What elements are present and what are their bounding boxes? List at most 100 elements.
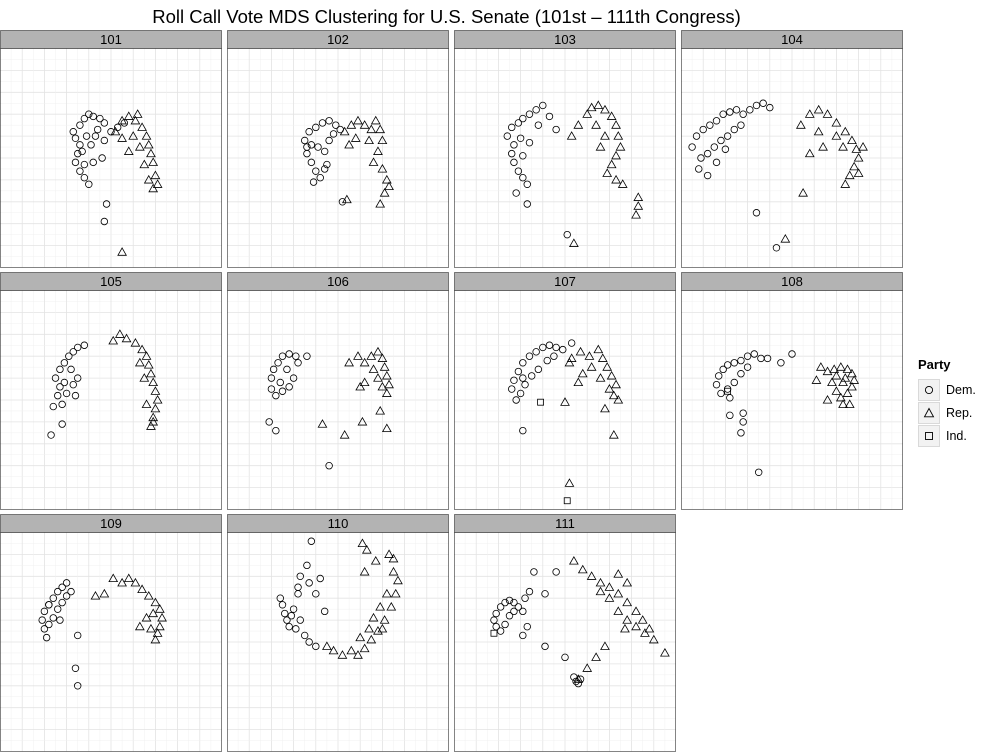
point-rep: [847, 368, 857, 378]
point-dem: [752, 101, 761, 110]
point-rep: [141, 131, 152, 140]
point-rep: [368, 364, 379, 373]
point-rep: [386, 601, 397, 611]
point-rep: [150, 386, 161, 395]
point-rep: [831, 117, 842, 127]
point-rep: [835, 362, 846, 371]
point-dem: [521, 594, 529, 602]
point-rep: [384, 549, 394, 558]
point-rep: [366, 634, 377, 644]
point-rep: [838, 377, 848, 387]
point-dem: [512, 396, 520, 404]
point-rep: [568, 555, 579, 565]
point-rep: [373, 626, 383, 635]
point-dem: [289, 374, 298, 382]
point-rep: [114, 329, 125, 338]
point-dem: [512, 189, 520, 197]
point-dem: [732, 106, 741, 114]
point-rep: [637, 615, 648, 624]
point-rep: [613, 588, 624, 598]
point-dem: [102, 200, 111, 208]
facet-strip-label: 108: [781, 274, 803, 289]
point-rep: [384, 379, 394, 389]
point-rep: [586, 102, 597, 112]
point-ind: [537, 398, 544, 406]
point-rep: [152, 394, 163, 404]
legend-item-ind: Ind.: [918, 424, 998, 447]
point-rep: [143, 139, 154, 149]
point-dem: [278, 352, 287, 360]
point-rep: [586, 571, 597, 580]
point-dem: [510, 598, 518, 607]
point-dem: [699, 125, 707, 134]
legend-item-dem: Dem.: [918, 378, 998, 401]
point-dem: [519, 114, 527, 123]
point-dem: [71, 664, 80, 672]
point-dem: [73, 149, 82, 158]
point-dem: [719, 110, 727, 118]
point-rep: [346, 120, 357, 129]
point-rep: [611, 120, 621, 129]
panel-grid: [681, 290, 903, 510]
point-rep: [148, 183, 159, 193]
point-rep: [366, 124, 377, 134]
point-dem: [45, 601, 53, 609]
point-ind: [490, 629, 498, 637]
point-dem: [721, 145, 730, 153]
point-dem: [76, 141, 84, 149]
point-dem: [320, 165, 329, 173]
point-dem: [269, 365, 278, 374]
point-rep: [339, 430, 350, 439]
point-rep: [840, 126, 851, 136]
point-dem: [305, 638, 313, 646]
point-dem: [285, 383, 293, 391]
point-dem: [525, 352, 534, 360]
point-dem: [312, 590, 320, 598]
point-rep: [842, 364, 853, 373]
point-rep: [141, 612, 152, 622]
point-dem: [519, 359, 527, 367]
point-dem: [265, 418, 273, 426]
facet-strip-label: 107: [554, 274, 576, 289]
point-dem: [296, 616, 304, 624]
point-rep: [379, 188, 390, 197]
point-dem: [737, 370, 745, 378]
point-rep: [591, 120, 601, 129]
point-dem: [45, 620, 53, 629]
point-rep: [608, 430, 619, 439]
point-dem: [519, 631, 527, 640]
point-dem: [73, 682, 82, 690]
point-dem: [712, 158, 721, 167]
facet-panel-102: 102: [227, 30, 449, 268]
point-dem: [750, 350, 758, 358]
point-dem: [730, 125, 738, 134]
point-dem: [292, 352, 300, 360]
point-dem: [296, 572, 304, 580]
point-rep: [141, 399, 152, 408]
point-dem: [272, 426, 280, 435]
point-dem: [54, 605, 62, 613]
point-dem: [91, 132, 100, 140]
point-dem: [332, 121, 340, 129]
point-dem: [89, 158, 97, 167]
panel-grid: [0, 532, 222, 752]
point-dem: [320, 147, 329, 156]
point-dem: [567, 339, 576, 347]
point-rep: [568, 238, 579, 247]
point-dem: [85, 180, 93, 188]
point-dem: [54, 391, 62, 400]
point-dem: [47, 431, 55, 439]
point-rep: [838, 142, 848, 151]
point-rep: [361, 545, 372, 554]
point-dem: [510, 607, 518, 616]
point-dem: [71, 134, 80, 142]
point-dem: [96, 114, 104, 123]
point-rep: [377, 623, 388, 633]
point-rep: [377, 163, 388, 173]
point-rep: [139, 373, 150, 382]
point-rep: [377, 353, 388, 362]
point-dem: [528, 372, 536, 380]
point-dem: [534, 121, 543, 129]
point-rep: [130, 577, 141, 587]
legend-item-rep: Rep.: [918, 401, 998, 424]
